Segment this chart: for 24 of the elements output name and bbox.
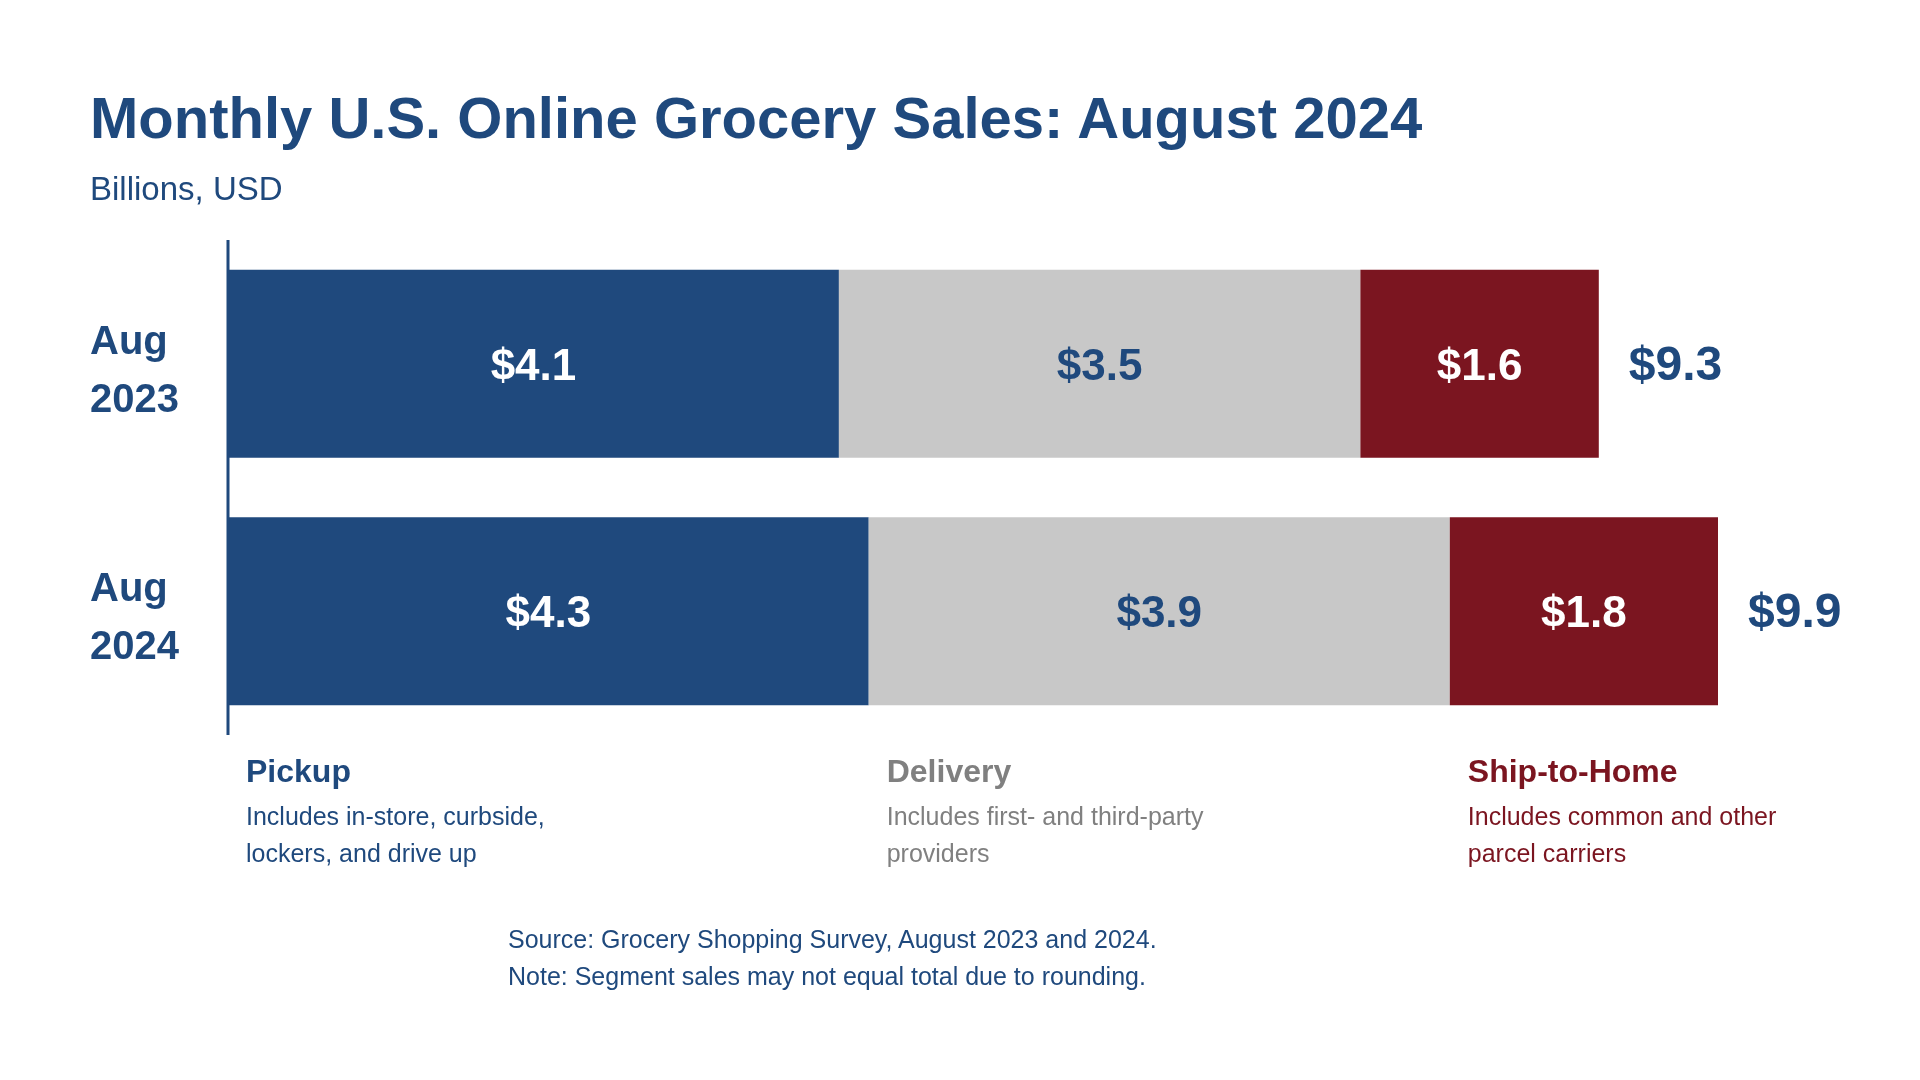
text: Note: Segment sales may not equal total due to rounding. bbox=[508, 961, 1147, 992]
text: Includes first- and third-party providers bbox=[886, 801, 1205, 869]
bar bbox=[1360, 269, 1599, 458]
series-label: Pickup bbox=[246, 753, 352, 790]
source-note: Source: Grocery Shopping Survey, August 2023 and 2024. bbox=[508, 924, 1158, 955]
bar bbox=[1449, 517, 1718, 706]
total-label: $9.9 bbox=[1748, 584, 1842, 638]
series-label: Delivery bbox=[886, 753, 1013, 790]
total-label: $9.3 bbox=[1628, 336, 1723, 390]
bar bbox=[838, 269, 1361, 458]
data-label: $1.6 bbox=[1436, 339, 1523, 389]
series-label: Ship-to-Home bbox=[1467, 753, 1679, 790]
y-tick-label: Aug 2024 bbox=[90, 565, 180, 668]
data-label: $4.1 bbox=[490, 339, 577, 389]
data-label: $3.9 bbox=[1116, 587, 1203, 637]
chart-title: Monthly U.S. Online Grocery Sales: August 2024 bbox=[90, 84, 1423, 151]
data-label: $4.3 bbox=[505, 587, 592, 637]
data-label: $1.8 bbox=[1541, 587, 1627, 637]
bar bbox=[868, 517, 1450, 706]
chart-subtitle: Billions, USD bbox=[90, 170, 283, 208]
y-tick-label: Aug 2023 bbox=[90, 317, 179, 420]
data-label: $3.5 bbox=[1056, 339, 1143, 389]
text: Includes in-store, curbside, lockers, and drive up bbox=[246, 801, 546, 869]
text: Includes common and other parcel carriers bbox=[1467, 801, 1778, 869]
